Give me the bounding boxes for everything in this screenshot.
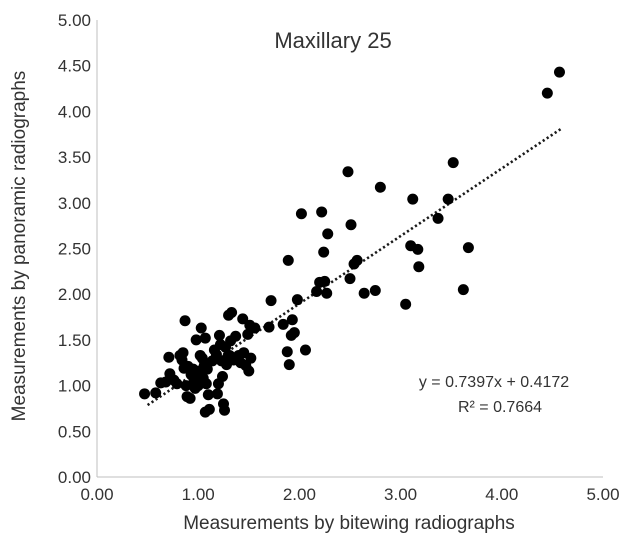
- data-point: [249, 322, 261, 334]
- data-point: [311, 285, 323, 297]
- y-axis-title: Measurements by panoramic radiographs: [9, 71, 30, 422]
- data-point: [412, 243, 424, 255]
- x-tick-label: 3.00: [384, 485, 417, 504]
- r-squared-label: R² = 0.7664: [458, 399, 542, 416]
- data-point: [219, 404, 231, 416]
- y-tick-labels: 0.00 0.50 1.00 1.50 2.00 2.50 3.00 3.50 4.00 4.50…: [58, 11, 91, 487]
- data-point: [283, 359, 295, 371]
- data-point: [457, 284, 469, 296]
- data-point: [432, 212, 444, 224]
- y-tick-label: 0.00: [58, 468, 91, 487]
- data-point: [281, 346, 293, 358]
- x-axis-title: Measurements by bitewing radiographs: [183, 513, 515, 534]
- data-point: [201, 363, 213, 375]
- data-point: [407, 193, 419, 205]
- y-tick-label: 1.50: [58, 331, 91, 350]
- data-points: [139, 66, 565, 418]
- data-point: [211, 388, 223, 400]
- data-point: [369, 285, 381, 297]
- data-point: [321, 287, 333, 299]
- data-point: [358, 287, 370, 299]
- y-tick-label: 3.00: [58, 194, 91, 213]
- data-point: [195, 322, 207, 334]
- axes: [96, 20, 603, 478]
- data-point: [230, 330, 242, 342]
- data-point: [291, 294, 303, 306]
- data-point: [345, 219, 357, 231]
- trendline-equation: y = 0.7397x + 0.4172: [419, 374, 569, 391]
- data-point: [318, 246, 330, 258]
- data-point: [177, 347, 189, 359]
- data-point: [213, 329, 225, 341]
- data-point: [413, 261, 425, 273]
- x-tick-label: 0.00: [80, 485, 113, 504]
- x-tick-labels: 0.00 1.00 2.00 3.00 4.00 5.00: [80, 485, 619, 504]
- data-point: [344, 273, 356, 285]
- data-point: [299, 344, 311, 356]
- data-point: [203, 403, 215, 415]
- data-point: [200, 378, 212, 390]
- data-point: [180, 380, 192, 392]
- data-point: [295, 208, 307, 220]
- data-point: [150, 387, 162, 399]
- data-point: [242, 328, 254, 340]
- data-point: [179, 315, 191, 327]
- data-point: [342, 166, 354, 178]
- data-point: [171, 378, 183, 390]
- data-point: [322, 228, 334, 240]
- data-point: [286, 314, 298, 326]
- y-tick-label: 5.00: [58, 11, 91, 30]
- data-point: [163, 351, 175, 363]
- data-point: [351, 254, 363, 266]
- data-point: [139, 388, 151, 400]
- data-point: [190, 334, 202, 346]
- y-tick-label: 0.50: [58, 422, 91, 441]
- data-point: [319, 275, 331, 287]
- data-point: [216, 370, 228, 382]
- data-point: [553, 66, 565, 78]
- x-tick-label: 1.00: [182, 485, 215, 504]
- data-point: [199, 332, 211, 344]
- data-point: [316, 206, 328, 218]
- data-point: [541, 87, 553, 99]
- data-point: [277, 318, 289, 330]
- y-tick-label: 2.00: [58, 285, 91, 304]
- data-point: [442, 193, 454, 205]
- y-tick-label: 1.00: [58, 377, 91, 396]
- data-point: [374, 181, 386, 193]
- data-point: [447, 157, 459, 169]
- data-point: [202, 389, 214, 401]
- data-point: [288, 327, 300, 339]
- y-tick-label: 3.50: [58, 148, 91, 167]
- x-tick-label: 4.00: [485, 485, 518, 504]
- data-point: [245, 352, 257, 364]
- y-tick-label: 4.50: [58, 57, 91, 76]
- y-tick-label: 2.50: [58, 240, 91, 259]
- data-point: [263, 321, 275, 333]
- data-point: [237, 313, 249, 325]
- x-tick-label: 2.00: [283, 485, 316, 504]
- x-tick-label: 5.00: [586, 485, 619, 504]
- data-point: [462, 242, 474, 254]
- data-point: [184, 392, 196, 404]
- y-tick-label: 4.00: [58, 102, 91, 121]
- data-point: [265, 295, 277, 307]
- data-point: [243, 365, 255, 377]
- data-point: [282, 254, 294, 266]
- data-point: [226, 306, 238, 318]
- data-point: [400, 298, 412, 310]
- chart-title: Maxillary 25: [274, 28, 391, 53]
